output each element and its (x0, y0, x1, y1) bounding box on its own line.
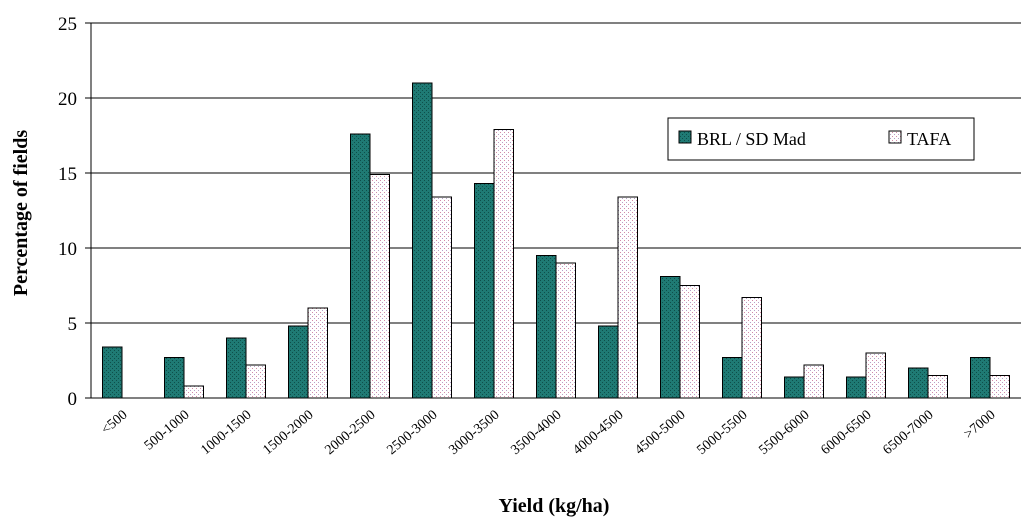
bar-tafa (493, 129, 514, 399)
bar-tafa (989, 375, 1010, 399)
legend-swatch-tafa (888, 130, 902, 144)
bar-brl (598, 325, 619, 399)
x-category-label: 3500-4000 (508, 408, 564, 458)
x-category-label: 3000-3500 (446, 408, 502, 458)
bar-tafa (369, 174, 390, 399)
x-category-label: 1500-2000 (260, 408, 316, 458)
bar-brl (412, 82, 433, 399)
bar-brl (784, 376, 805, 399)
y-axis-title: Percentage of fields (10, 130, 32, 296)
y-tick-label: 25 (58, 14, 77, 35)
bar-tafa (555, 262, 576, 399)
legend-label-brl: BRL / SD Mad (697, 129, 806, 149)
x-category-label: <500 (99, 408, 131, 438)
axes (90, 23, 1021, 399)
x-category-labels: <500 500-1000 1000-1500 1500-2000 2000-2500 2… (99, 408, 999, 458)
x-category-label: 500-1000 (142, 408, 193, 454)
bar-brl (350, 133, 371, 399)
x-category-label: 5000-5500 (694, 408, 750, 458)
gridlines (91, 22, 1021, 324)
x-category-label: 1000-1500 (198, 408, 254, 458)
bar-brl (846, 376, 867, 399)
y-tick-label: 15 (58, 164, 77, 185)
x-category-label: 4000-4500 (570, 408, 626, 458)
bar-tafa (803, 364, 824, 399)
bar-brl (536, 255, 557, 399)
legend-box (667, 117, 975, 161)
bar-tafa (865, 352, 886, 399)
x-category-label: 6000-6500 (818, 408, 874, 458)
x-axis-title: Yield (kg/ha) (499, 495, 610, 517)
bar-tafa (245, 364, 266, 399)
bar-tafa (307, 307, 328, 399)
bar-brl (970, 357, 991, 399)
bar-tafa (183, 385, 204, 399)
bar-brl (226, 337, 247, 399)
x-category-label: 2500-3000 (384, 408, 440, 458)
y-tick-label: 10 (58, 239, 77, 260)
legend: BRL / SD Mad TAFA (667, 117, 975, 161)
bar-brl (288, 325, 309, 399)
x-category-label: 4500-5000 (632, 408, 688, 458)
y-tick-label: 5 (68, 314, 78, 335)
bar-brl (474, 183, 495, 399)
bar-brl (722, 357, 743, 399)
bar-tafa (927, 375, 948, 399)
legend-swatch-brl (678, 130, 692, 144)
bar-tafa (679, 285, 700, 399)
legend-label-tafa: TAFA (907, 129, 951, 149)
y-tick-label: 0 (68, 389, 78, 410)
bar-brl (660, 276, 681, 399)
bar-tafa (431, 196, 452, 399)
bar-brl (102, 346, 123, 399)
bar-brl (164, 357, 185, 399)
bar-tafa (617, 196, 638, 399)
x-category-label: >7000 (961, 408, 998, 443)
bar-tafa (741, 297, 762, 399)
x-category-label: 5500-6000 (756, 408, 812, 458)
y-tick-label: 20 (58, 89, 77, 110)
y-tick-labels: 0 5 10 15 20 25 (58, 14, 91, 410)
x-category-label: 6500-7000 (880, 408, 936, 458)
bar-brl (908, 367, 929, 399)
x-category-label: 2000-2500 (322, 408, 378, 458)
